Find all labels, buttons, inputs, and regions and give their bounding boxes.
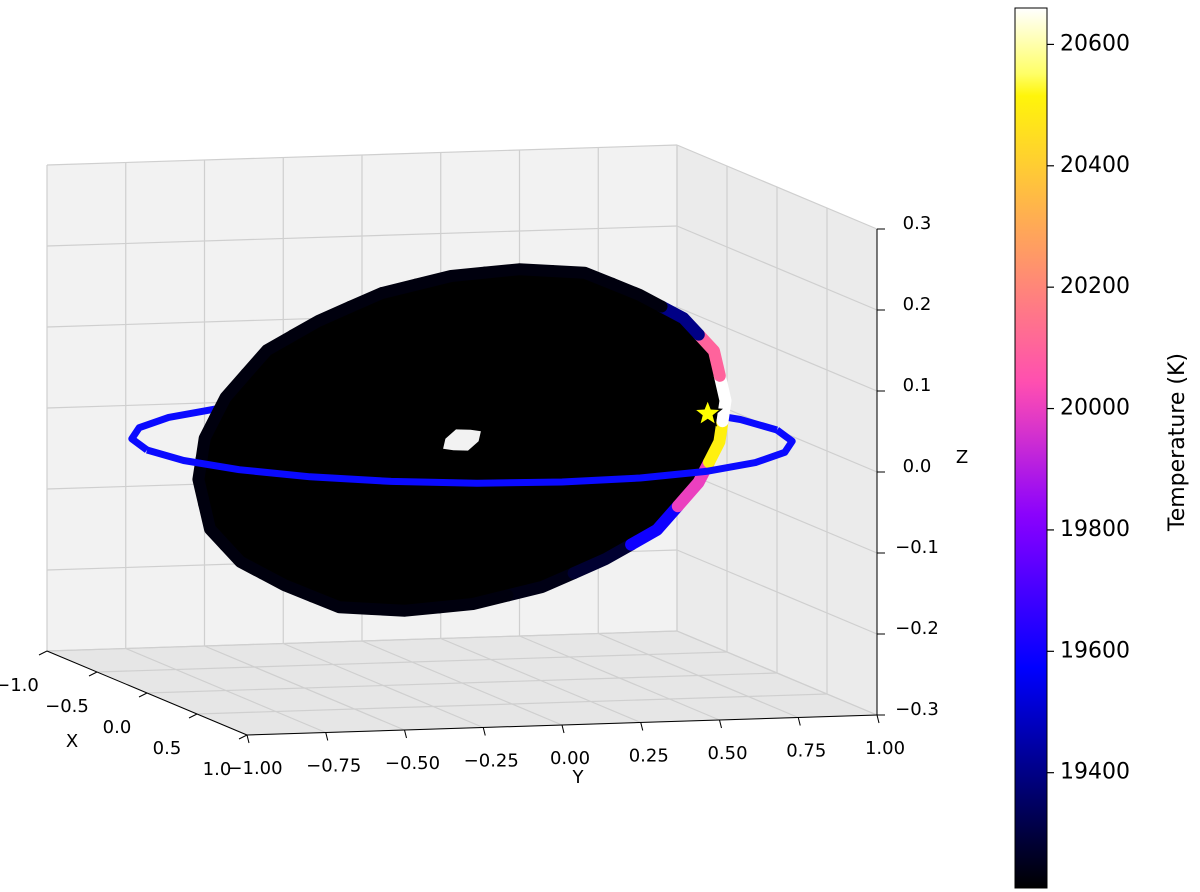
disk-rim [606,277,668,313]
y-tick-label: 0.75 [786,741,826,762]
grid-line [125,647,326,734]
grid-line [46,225,678,247]
z-axis-label: Z [956,447,968,468]
x-tick [88,671,98,677]
x-tick-label: 1.0 [203,759,232,780]
colorbar-tick-label: 19600 [1060,638,1130,663]
x-tick [188,713,198,719]
disk-rim [219,539,269,580]
grid-line [361,640,563,726]
disk-rim [306,590,379,615]
disk-rim [209,367,253,424]
x-tick [238,734,248,740]
y-tick-label: 0.50 [707,743,747,764]
star-marker [692,397,723,427]
x-axis-label: X [66,731,78,752]
x-tick-label: 0.5 [153,738,182,759]
disk-rim [195,411,222,465]
y-tick-label: 0.00 [550,748,590,769]
z-tick-label: −0.2 [895,618,939,639]
y-tick [325,732,329,741]
disk-rim [545,265,618,290]
colorbar-label: Temperature (K) [1165,353,1190,532]
disk-rim [366,601,445,617]
colorbar-tick-label: 19800 [1060,517,1130,542]
y-tick-label: −0.75 [306,756,361,777]
grid-line [676,144,878,230]
grid-line [598,632,799,719]
x-tick [138,692,148,698]
disk-rim [286,300,357,342]
y-tick-label: 1.00 [865,738,905,759]
plot-area: −1.0 −0.5 0.0 0.5 1.0−1.00 −0.75 −0.50 −0.25 0.0… [0,144,968,788]
colorbar-group: 19400 19600 19800 20000 20200 20400 20600 Tempe… [1014,7,1190,889]
disk-rim [703,415,729,469]
y-tick [246,734,250,744]
grid-line [46,630,678,652]
z-tick-label: 0.2 [903,294,932,315]
disk-rim [240,329,299,380]
z-tick-label: −0.1 [895,537,939,558]
z-tick-label: −0.3 [895,699,939,720]
y-tick [561,724,565,734]
y-tick [404,729,407,739]
disk-rim [256,567,319,603]
disk [198,269,726,611]
colorbar-tick-label: 19400 [1060,760,1130,785]
colorbar-tick-label: 20600 [1060,31,1130,56]
orbit [146,427,796,487]
y-tick-label: 0.25 [629,746,669,767]
disk-rim [501,567,580,602]
grid-line [440,637,641,724]
x-tick-label: 0.0 [103,717,132,738]
y-tick-label: −0.50 [385,753,440,774]
y-axis-label: Y [572,767,585,788]
y-tick-label: −0.25 [464,751,519,772]
y-tick [640,722,644,731]
z-tick-label: 0.1 [903,375,932,396]
grid-line [676,468,878,554]
disk-rim [410,266,492,291]
grid-line [46,144,678,166]
disk-rim [344,278,423,313]
disk-rim [655,300,705,341]
disk-rim [713,369,732,428]
y-tick [876,714,880,724]
grid-line [676,549,878,635]
grid-line [676,306,878,392]
grid-line [676,225,878,311]
colorbar-tick-label: 20400 [1060,153,1130,178]
z-tick-label: 0.3 [903,213,932,234]
grid-line [283,642,484,729]
y-tick [719,719,722,729]
colorbar [1014,7,1048,889]
x-tick-label: −1.0 [0,675,39,696]
disk-rim [625,500,684,551]
disk-rim [479,263,558,279]
disk-rim [567,538,638,580]
x-tick [38,650,48,656]
disk-rim [692,328,726,382]
grid-line [204,645,405,731]
disk-rim [198,498,232,552]
disk-rim [432,589,514,614]
grid-line [519,635,720,721]
y-tick [482,727,486,736]
y-tick-label: −1.00 [227,758,282,779]
y-tick [797,717,801,726]
colorbar-tick-label: 20200 [1060,274,1130,299]
z-tick-label: 0.0 [903,456,932,477]
grid-line [676,630,878,716]
colorbar-tick-label: 20000 [1060,396,1130,421]
x-tick-label: −0.5 [45,696,89,717]
